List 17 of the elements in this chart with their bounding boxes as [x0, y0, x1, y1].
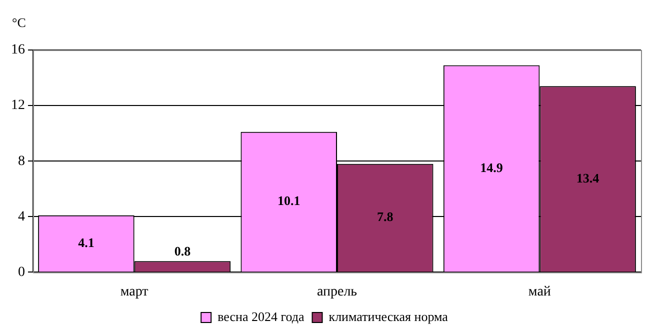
y-tick-label: 12: [11, 98, 25, 114]
data-label: 10.1: [277, 193, 300, 208]
data-label: 7.8: [377, 209, 394, 224]
data-label: 0.8: [174, 243, 192, 258]
y-tick-label: 16: [11, 42, 25, 58]
data-label: 4.1: [78, 234, 94, 250]
data-label: 14.9: [480, 160, 504, 175]
data-label: 13.4: [576, 170, 600, 186]
x-tick-label: апрель: [316, 284, 358, 300]
y-tick-label: 8: [18, 154, 25, 169]
y-axis-title: °C: [12, 14, 26, 30]
legend-label: климатическая норма: [328, 308, 448, 324]
y-tick-label: 4: [18, 209, 25, 224]
y-tick-label: 0: [18, 264, 25, 280]
x-tick-label: март: [120, 284, 148, 300]
legend-label: весна 2024 года: [218, 308, 304, 324]
x-tick-label: май: [528, 284, 552, 300]
